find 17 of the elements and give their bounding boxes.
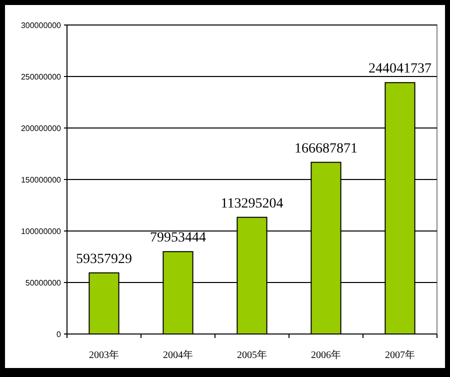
data-label: 113295204 (220, 196, 284, 212)
data-label: 59357929 (76, 252, 132, 267)
y-tick-label: 300000000 (20, 21, 62, 30)
y-tick-label: 200000000 (20, 124, 62, 133)
y-tick-label: 50000000 (25, 278, 62, 288)
y-tick-label: 150000000 (20, 176, 62, 184)
y-tick-label: 250000000 (20, 72, 62, 82)
x-tick-label: 2004年 (163, 349, 193, 361)
x-tick-label: 2005年 (237, 349, 267, 361)
x-tick-label: 2007年 (385, 349, 415, 361)
y-tick-label: 100000000 (20, 227, 62, 236)
data-label: 79953444 (150, 230, 206, 246)
y-tick-label: 0 (56, 330, 62, 339)
x-tick-label: 2006年 (311, 349, 341, 361)
x-tick-label: 2003年 (89, 349, 119, 361)
data-label: 166687871 (294, 141, 358, 156)
data-label: 244041737 (368, 62, 432, 77)
